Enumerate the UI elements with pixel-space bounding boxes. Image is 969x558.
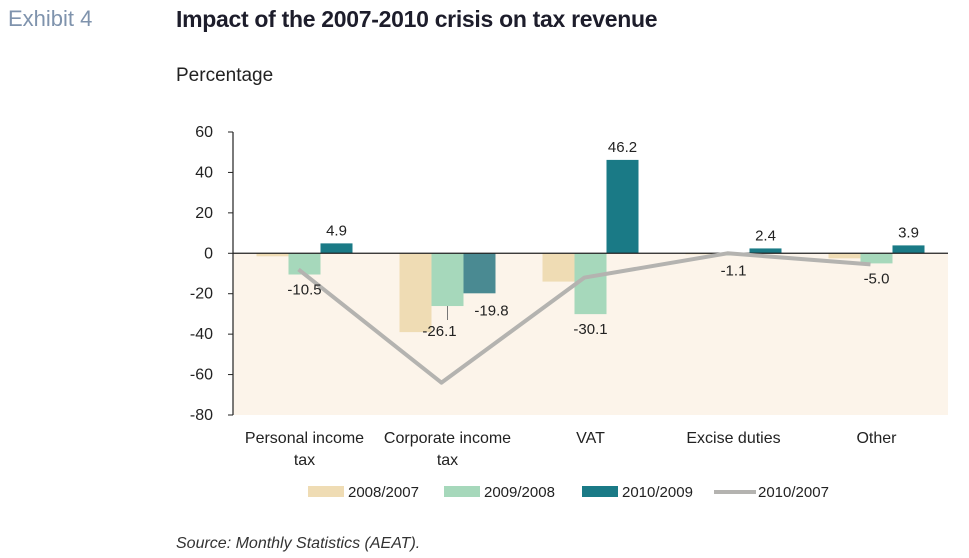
x-tick-label: Other [856, 430, 897, 447]
data-label: 3.9 [898, 224, 919, 241]
bar-2010-2009-0 [320, 243, 353, 254]
legend-label: 2008/2007 [348, 484, 419, 501]
bar-2008-2007-0 [256, 253, 289, 257]
data-label: 46.2 [608, 139, 637, 156]
bar-2009-2008-2 [574, 253, 607, 315]
bar-2008-2007-1 [399, 253, 432, 333]
source-note: Source: Monthly Statistics (AEAT). [176, 535, 421, 552]
legend-label: 2010/2009 [622, 484, 693, 501]
legend-label: 2010/2007 [758, 484, 829, 501]
y-tick-label: 20 [195, 205, 213, 222]
data-label: -26.1 [422, 323, 456, 340]
data-label: 4.9 [326, 222, 347, 239]
line-2010-2007 [297, 251, 871, 385]
x-tick-label: VAT [576, 430, 605, 447]
x-tick-label: Personal income [245, 430, 364, 447]
legend-swatch [308, 486, 344, 497]
y-tick-label: -60 [190, 367, 213, 384]
x-tick-label: Excise duties [686, 430, 780, 447]
exhibit-label: Exhibit 4 [8, 6, 93, 31]
bar-2010-2009-3 [749, 248, 782, 254]
bar-2010-2009-1 [463, 253, 496, 294]
y-tick-label: 0 [204, 245, 213, 262]
data-label: -5.0 [864, 270, 890, 287]
data-label: -19.8 [474, 302, 508, 319]
bar-2010-2009-2 [606, 159, 639, 254]
x-tick-label: tax [437, 452, 458, 469]
chart-subtitle: Percentage [176, 65, 274, 86]
data-label: -1.1 [721, 263, 747, 280]
legend-swatch [444, 486, 480, 497]
y-tick-label: 60 [195, 124, 213, 141]
data-label: -10.5 [287, 282, 321, 299]
bar-2009-2008-1 [431, 253, 464, 307]
y-tick-label: -80 [190, 407, 213, 424]
legend-swatch [582, 486, 618, 497]
bar-2008-2007-4 [828, 253, 861, 259]
x-tick-label: Corporate income [384, 430, 511, 447]
x-tick-label: tax [294, 452, 315, 469]
y-tick-label: -40 [190, 326, 213, 343]
bar-line-chart: 60 40 20 0 -20 -40 -60 -80 -10.5 4.9 -26.1 -19.8 -30… [190, 124, 948, 501]
data-label: 2.4 [755, 227, 776, 244]
chart-title: Impact of the 2007-2010 crisis on tax re… [176, 6, 658, 32]
bar-2009-2008-4 [860, 253, 893, 264]
bar-2010-2009-4 [892, 245, 925, 254]
data-label: -30.1 [573, 321, 607, 338]
y-tick-label: -20 [190, 286, 213, 303]
bar-2008-2007-2 [542, 253, 575, 282]
y-tick-label: 40 [195, 164, 213, 181]
bar-2009-2008-0 [288, 253, 321, 275]
legend-label: 2009/2008 [484, 484, 555, 501]
